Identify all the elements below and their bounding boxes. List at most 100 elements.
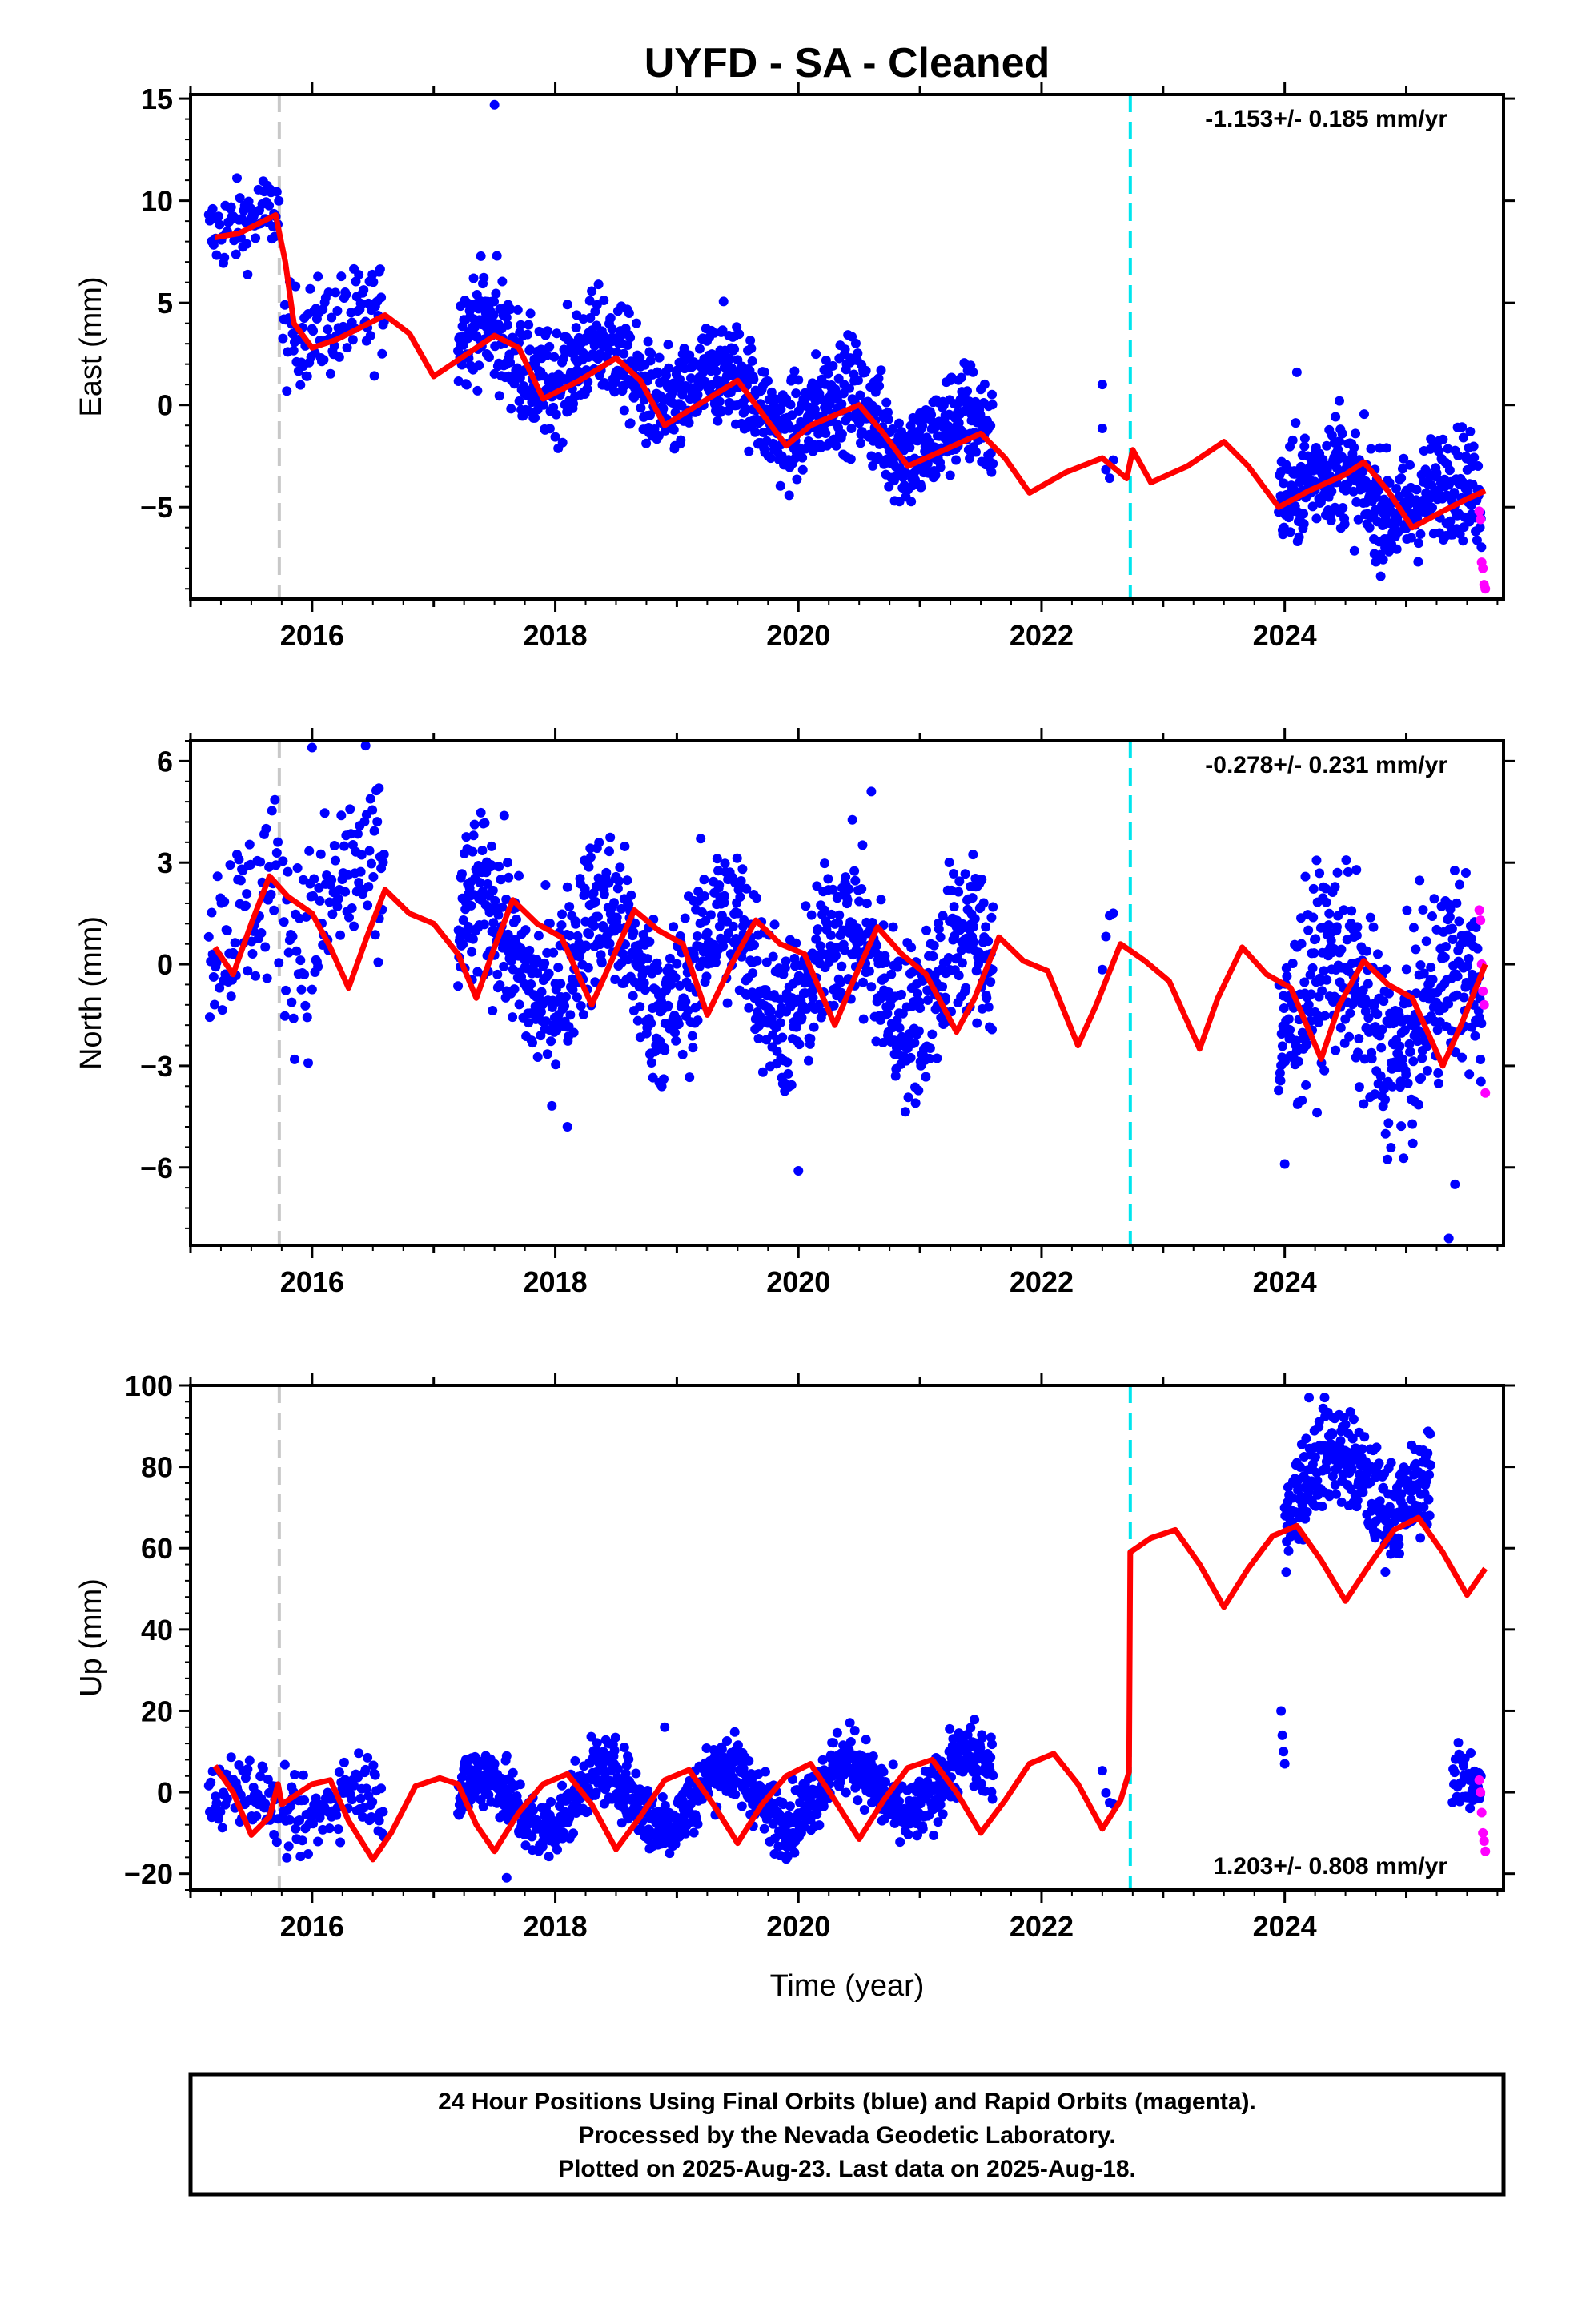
data-point bbox=[789, 1848, 800, 1858]
data-point bbox=[499, 810, 509, 821]
data-point bbox=[945, 1723, 955, 1734]
data-point bbox=[1363, 1013, 1374, 1023]
data-point bbox=[951, 455, 962, 465]
y-tick-label: −3 bbox=[140, 1050, 173, 1083]
data-point bbox=[1324, 908, 1335, 919]
data-point bbox=[1453, 450, 1464, 460]
data-point bbox=[506, 956, 516, 967]
data-point bbox=[612, 912, 622, 923]
data-point bbox=[1359, 1099, 1369, 1109]
data-point bbox=[562, 1122, 572, 1132]
data-point bbox=[883, 407, 893, 417]
data-point bbox=[1335, 1023, 1346, 1033]
data-point bbox=[1449, 865, 1460, 875]
data-point bbox=[548, 947, 559, 958]
data-point bbox=[532, 968, 543, 979]
data-point bbox=[1097, 1766, 1107, 1776]
data-point bbox=[735, 892, 745, 903]
data-point bbox=[1364, 522, 1375, 533]
data-point bbox=[308, 1819, 319, 1829]
rapid-point bbox=[1478, 986, 1488, 996]
data-point bbox=[1337, 452, 1347, 462]
final-orbit-points bbox=[203, 741, 1487, 1244]
data-point bbox=[295, 380, 306, 390]
data-point bbox=[584, 929, 595, 939]
data-point bbox=[604, 346, 615, 356]
data-point bbox=[741, 883, 752, 894]
data-point bbox=[859, 1804, 869, 1815]
data-point bbox=[914, 1776, 925, 1787]
data-point bbox=[204, 1012, 215, 1023]
data-point bbox=[367, 1797, 378, 1807]
data-point bbox=[944, 857, 954, 867]
data-point bbox=[737, 1801, 747, 1811]
data-point bbox=[880, 957, 890, 967]
x-tick-label: 2018 bbox=[524, 619, 588, 652]
data-point bbox=[1315, 497, 1326, 507]
data-point bbox=[291, 1823, 301, 1834]
data-point bbox=[646, 348, 656, 359]
data-point bbox=[1418, 904, 1428, 915]
data-point bbox=[747, 356, 757, 366]
data-point bbox=[988, 459, 998, 469]
data-point bbox=[886, 969, 897, 979]
data-point bbox=[1411, 485, 1422, 495]
data-point bbox=[935, 1799, 946, 1810]
data-point bbox=[643, 336, 653, 347]
data-point bbox=[685, 350, 695, 360]
data-point bbox=[765, 453, 776, 464]
data-point bbox=[225, 860, 235, 870]
data-point bbox=[488, 885, 498, 895]
data-point bbox=[1327, 430, 1337, 440]
rapid-point bbox=[1480, 1088, 1491, 1098]
data-point bbox=[524, 344, 535, 355]
data-point bbox=[853, 1795, 863, 1806]
data-point bbox=[846, 423, 857, 433]
data-point bbox=[746, 344, 757, 354]
data-point bbox=[1296, 461, 1307, 472]
data-point bbox=[817, 1755, 828, 1765]
data-point bbox=[660, 1045, 670, 1055]
data-point bbox=[541, 1016, 552, 1027]
data-point bbox=[1345, 1008, 1355, 1019]
data-point bbox=[363, 882, 374, 892]
data-point bbox=[458, 939, 468, 950]
data-point bbox=[1306, 989, 1316, 999]
data-point bbox=[982, 993, 992, 1003]
data-point bbox=[1353, 514, 1363, 525]
data-point bbox=[739, 915, 749, 925]
data-point bbox=[962, 1730, 973, 1740]
data-point bbox=[1464, 1069, 1475, 1080]
data-point bbox=[663, 340, 673, 350]
data-point bbox=[1415, 529, 1426, 539]
data-point bbox=[503, 320, 513, 330]
data-point bbox=[876, 365, 886, 376]
data-point bbox=[762, 376, 773, 386]
data-point bbox=[364, 846, 375, 856]
data-point bbox=[858, 1014, 869, 1024]
data-point bbox=[670, 972, 681, 983]
data-point bbox=[274, 195, 284, 206]
data-point bbox=[267, 806, 277, 816]
data-point bbox=[363, 1752, 373, 1763]
data-point bbox=[549, 352, 560, 362]
data-point bbox=[609, 898, 620, 908]
data-point bbox=[734, 329, 745, 340]
data-point bbox=[1458, 536, 1468, 546]
data-point bbox=[832, 1727, 842, 1738]
data-point bbox=[1282, 971, 1292, 982]
data-point bbox=[302, 1012, 312, 1023]
data-point bbox=[1459, 992, 1469, 1003]
data-point bbox=[243, 966, 253, 976]
data-point bbox=[578, 1010, 588, 1020]
data-point bbox=[872, 940, 882, 951]
data-point bbox=[630, 918, 640, 928]
data-point bbox=[1367, 1054, 1377, 1064]
data-point bbox=[610, 974, 620, 984]
data-point bbox=[583, 963, 593, 973]
data-point bbox=[505, 357, 516, 368]
data-point bbox=[620, 1768, 631, 1779]
data-point bbox=[831, 440, 841, 451]
data-point bbox=[1397, 464, 1407, 474]
data-point bbox=[1463, 486, 1473, 497]
